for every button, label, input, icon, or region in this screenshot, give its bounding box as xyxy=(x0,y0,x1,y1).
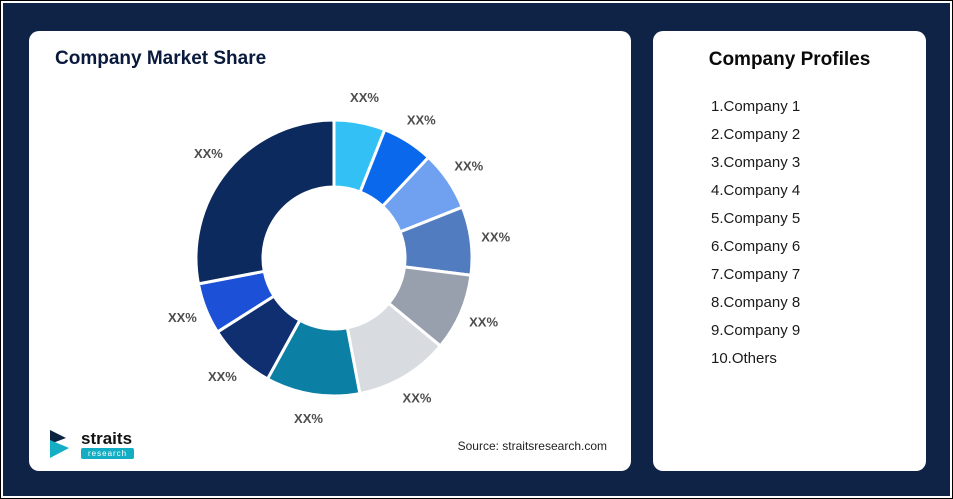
profiles-title: Company Profiles xyxy=(708,49,871,70)
segment-label-3: XX% xyxy=(454,158,483,173)
list-item: 5.Company 5 xyxy=(711,210,801,227)
segment-label-4: XX% xyxy=(481,230,510,245)
list-item: 8.Company 8 xyxy=(711,294,801,311)
list-item: 3.Company 3 xyxy=(711,154,801,171)
segment-label-8: XX% xyxy=(208,369,237,384)
list-item: 9.Company 9 xyxy=(711,322,801,339)
logo-icon xyxy=(50,430,69,458)
source-attribution: Source: straitsresearch.com xyxy=(457,439,607,453)
segment-label-2: XX% xyxy=(407,112,436,127)
logo-subtext: research xyxy=(81,447,135,459)
company-profiles-card: Company Profiles 1.Company 1 2.Company 2 3… xyxy=(653,31,926,471)
segment-label-5: XX% xyxy=(469,315,498,330)
straits-logo: straits research xyxy=(47,428,135,459)
logo-text-block: straits research xyxy=(81,428,135,459)
list-item: 10.Others xyxy=(711,350,777,367)
segment-label-10: XX% xyxy=(194,146,223,161)
segment-label-1: XX% xyxy=(350,90,379,105)
market-share-card: Company Market Share XX% XX% XX% XX% XX% XX% X… xyxy=(29,31,631,471)
list-item: 2.Company 2 xyxy=(711,126,801,143)
segment-label-9: XX% xyxy=(168,310,197,325)
donut-chart: XX% XX% XX% XX% XX% XX% XX% XX% XX% XX% xyxy=(168,90,511,426)
list-item: 1.Company 1 xyxy=(711,98,801,115)
list-item: 6.Company 6 xyxy=(711,238,801,255)
segment-label-6: XX% xyxy=(403,390,432,405)
chart-title: Company Market Share xyxy=(55,48,267,69)
segment-label-7: XX% xyxy=(294,411,323,426)
list-item: 7.Company 7 xyxy=(711,266,801,283)
donut-segment-10 xyxy=(194,118,336,286)
list-item: 4.Company 4 xyxy=(711,182,801,199)
company-profiles-list: 1.Company 1 2.Company 2 3.Company 3 4.Compa… xyxy=(711,93,926,373)
logo-text: straits xyxy=(81,428,133,448)
